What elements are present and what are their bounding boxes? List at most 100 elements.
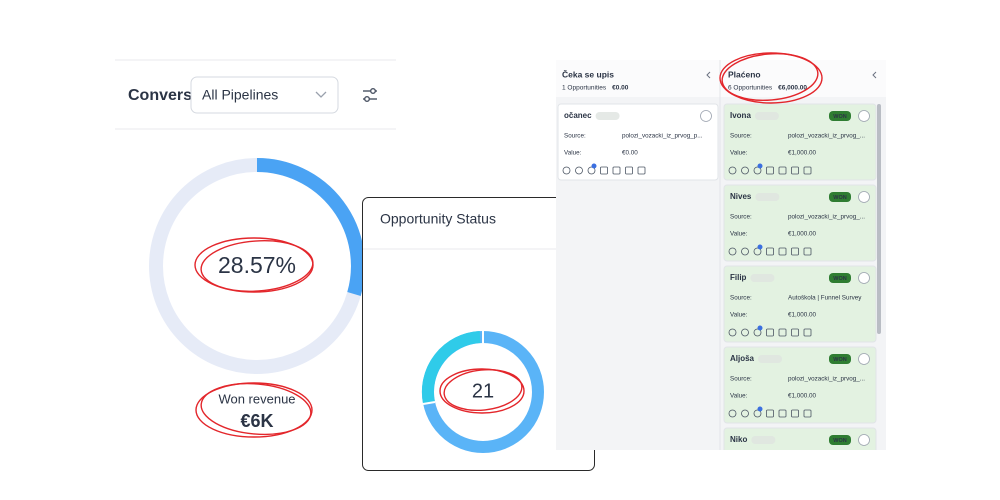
field-label: Value: [730, 231, 748, 238]
card-bg [723, 346, 877, 424]
field-label: Value: [730, 393, 748, 400]
annotation [719, 52, 823, 104]
assign-icon [700, 110, 712, 122]
action-icon [778, 247, 787, 256]
won-badge [829, 435, 851, 445]
source-value: polozi_vozacki_iz_prvog_... [788, 133, 865, 140]
source-value: polozi_vozacki_iz_prvog_p... [622, 133, 703, 140]
name-blur [754, 112, 779, 120]
won-badge [829, 354, 851, 364]
collapse-chevron [872, 71, 877, 79]
action-icon [803, 328, 812, 337]
won-badge [829, 192, 851, 202]
assign-icon [858, 353, 870, 365]
revenue-label: Won revenue [218, 391, 295, 406]
won-badge [829, 111, 851, 121]
segment-gap [422, 401, 436, 405]
donut-arc [256, 158, 365, 296]
field-label: Source: [730, 214, 752, 221]
field-label: Source: [564, 133, 586, 140]
action-icon [753, 166, 762, 175]
field-label: Value: [730, 312, 748, 319]
action-icon [728, 166, 737, 175]
opportunity-card[interactable]: Nives WON Source: polozi_vozacki_iz_prvog_.… [723, 184, 877, 262]
action-icon [741, 409, 749, 418]
assign-icon [858, 434, 870, 446]
contact-name: Ivona [730, 111, 751, 120]
contact-name: Filip [730, 273, 747, 282]
action-icon [753, 409, 762, 418]
notification-dot [757, 406, 763, 412]
column-total: €0.00 [612, 85, 629, 92]
annotation [200, 382, 312, 436]
badge-text: WON [833, 195, 846, 201]
status-count: 21 [472, 380, 494, 402]
action-icon [575, 166, 583, 175]
pipeline-dropdown[interactable] [190, 76, 339, 114]
opportunity-value: €0.00 [622, 150, 638, 157]
badge-text: WON [833, 438, 846, 444]
field-label: Value: [564, 150, 582, 157]
action-icon [741, 247, 749, 256]
action-icon [778, 166, 787, 175]
assign-icon [858, 191, 870, 203]
contact-name: Nives [730, 192, 752, 201]
column-name: Čeka se upis [562, 68, 614, 79]
action-icon [728, 328, 737, 337]
opportunity-value: €1,000.00 [788, 231, 817, 238]
opportunity-value: €1,000.00 [788, 312, 817, 319]
notification-dot [757, 325, 763, 331]
action-icon [766, 328, 774, 337]
badge-text: WON [833, 357, 846, 363]
conversion-rate: 28.57% [218, 252, 296, 278]
badge-text: WON [833, 276, 846, 282]
scrollbar[interactable] [877, 104, 881, 334]
collapse-chevron [706, 71, 711, 79]
pipeline-board: Čeka se upis 1 Opportunities €0.00 očanec So… [556, 60, 886, 500]
revenue-value: €6K [240, 411, 273, 431]
opportunity-card[interactable]: Aljoša WON Source: polozi_vozacki_iz_prvog_… [723, 346, 877, 424]
contact-name: očanec [564, 111, 592, 120]
source-value: Autoškola | Funnel Survey [788, 295, 862, 302]
action-icon [625, 166, 633, 175]
action-icon [753, 247, 762, 256]
opportunity-value: €1,000.00 [788, 150, 817, 157]
action-icon [637, 166, 646, 175]
card-bg [557, 103, 719, 181]
notification-dot [757, 244, 763, 250]
action-icon [728, 247, 737, 256]
notification-dot [591, 163, 597, 169]
opportunity-card[interactable]: Filip WON Source: Autoškola | Funnel Survey… [723, 265, 877, 343]
action-icon [791, 328, 799, 337]
filter-icon[interactable] [363, 87, 377, 102]
annotation [200, 240, 314, 292]
donut-segment [421, 331, 481, 405]
action-icon [791, 166, 799, 175]
contact-name: Niko [730, 435, 747, 444]
action-icon [753, 328, 762, 337]
action-icon [791, 409, 799, 418]
opportunity-card[interactable]: Niko WON [723, 427, 877, 500]
action-icon [741, 328, 749, 337]
source-value: polozi_vozacki_iz_prvog_... [788, 214, 865, 221]
notification-dot [757, 163, 763, 169]
action-icon [612, 166, 621, 175]
opportunity-card[interactable]: očanec Source: polozi_vozacki_iz_prvog_p..… [557, 103, 719, 181]
dropdown-text: All Pipelines [202, 87, 278, 103]
action-icon [766, 247, 774, 256]
opportunity-card[interactable]: Ivona WON Source: polozi_vozacki_iz_prvog_.… [723, 103, 877, 181]
conversion-panel: Convers All Pipelines 28.57% Won revenue… [115, 59, 396, 438]
action-icon [803, 247, 812, 256]
action-icon [791, 247, 799, 256]
action-icon [803, 409, 812, 418]
field-label: Value: [730, 150, 748, 157]
card-bg [723, 103, 877, 181]
contact-name: Aljoša [730, 354, 755, 363]
annotation [443, 368, 523, 412]
column-count: 1 Opportunities [562, 85, 607, 92]
action-icon [778, 328, 787, 337]
action-icon [562, 166, 571, 175]
name-blur [755, 193, 780, 201]
action-icon [600, 166, 608, 175]
